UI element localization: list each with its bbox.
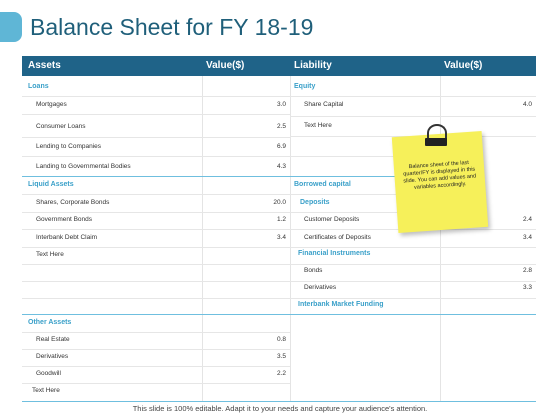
section-financial-instruments: Financial Instruments xyxy=(298,250,371,257)
table-header: Assets Value($) Liability Value($) xyxy=(22,56,536,76)
row-divider xyxy=(22,366,290,367)
column-divider xyxy=(290,76,291,402)
sticky-note: Balance sheet of the last quarter/FY is … xyxy=(391,124,495,236)
row-divider xyxy=(22,212,290,213)
section-divider xyxy=(22,314,536,315)
liability-name: Share Capital xyxy=(304,101,344,108)
section-deposits: Deposits xyxy=(300,199,330,206)
section-interbank-market-funding: Interbank Market Funding xyxy=(298,301,384,308)
row-divider xyxy=(290,116,536,117)
section-liquid-assets: Liquid Assets xyxy=(28,181,74,188)
row-divider xyxy=(290,212,420,213)
section-divider xyxy=(290,176,420,177)
asset-text-placeholder: Text Here xyxy=(32,387,60,394)
section-other-assets: Other Assets xyxy=(28,319,72,326)
asset-name: Mortgages xyxy=(36,101,67,108)
asset-value: 2.2 xyxy=(276,370,286,377)
row-divider xyxy=(22,247,290,248)
footer-caption: This slide is 100% editable. Adapt it to… xyxy=(132,404,428,413)
liability-value: 2.8 xyxy=(522,267,532,274)
liability-value: 4.0 xyxy=(522,101,532,108)
asset-value: 3.5 xyxy=(276,353,286,360)
liability-value: 3.4 xyxy=(522,234,532,241)
row-divider xyxy=(22,137,290,138)
column-divider xyxy=(202,76,203,402)
asset-name: Lending to Companies xyxy=(36,143,102,150)
liability-value: 3.3 xyxy=(522,284,532,291)
row-divider xyxy=(22,349,290,350)
asset-value: 1.2 xyxy=(276,216,286,223)
row-divider xyxy=(22,114,290,115)
asset-name: Interbank Debt Claim xyxy=(36,234,98,241)
row-divider xyxy=(290,96,536,97)
liability-name: Bonds xyxy=(304,267,323,274)
asset-name: Consumer Loans xyxy=(36,123,86,130)
binder-clip-icon xyxy=(427,124,447,142)
asset-name: Text Here xyxy=(36,251,64,258)
table-bottom-border xyxy=(22,401,536,402)
row-divider xyxy=(290,264,536,265)
liability-name: Customer Deposits xyxy=(304,216,360,223)
asset-value: 4.3 xyxy=(276,163,286,170)
row-divider xyxy=(290,298,536,299)
liability-name: Derivatives xyxy=(304,284,337,291)
section-divider xyxy=(22,176,290,177)
header-liability: Liability xyxy=(294,60,332,71)
row-divider xyxy=(22,194,290,195)
row-divider xyxy=(22,332,290,333)
row-divider xyxy=(22,383,290,384)
row-divider xyxy=(22,281,290,282)
asset-name: Shares, Corporate Bonds xyxy=(36,199,110,206)
header-assets: Assets xyxy=(28,60,61,71)
asset-name: Real Estate xyxy=(36,336,70,343)
asset-value: 2.5 xyxy=(276,123,286,130)
asset-name: Derivatives xyxy=(36,353,69,360)
row-divider xyxy=(22,96,290,97)
asset-name: Landing to Governmental Bodies xyxy=(36,163,131,170)
header-value-liability: Value($) xyxy=(444,60,483,71)
sticky-note-text: Balance sheet of the last quarter/FY is … xyxy=(403,159,477,191)
liability-value: 2.4 xyxy=(522,216,532,223)
asset-value: 3.0 xyxy=(276,101,286,108)
column-divider xyxy=(440,76,441,402)
sticky-note-paper: Balance sheet of the last quarter/FY is … xyxy=(391,130,489,234)
asset-name: Goodwill xyxy=(36,370,61,377)
asset-value: 0.8 xyxy=(276,336,286,343)
liability-name: Text Here xyxy=(304,122,332,129)
row-divider xyxy=(290,281,536,282)
row-divider xyxy=(22,156,290,157)
row-divider xyxy=(290,156,420,157)
asset-value: 6.9 xyxy=(276,143,286,150)
row-divider xyxy=(290,194,420,195)
asset-value: 20.0 xyxy=(273,199,286,206)
asset-value: 3.4 xyxy=(276,234,286,241)
section-borrowed-capital: Borrowed capital xyxy=(294,181,351,188)
balance-sheet-table: Assets Value($) Liability Value($) Loans… xyxy=(22,56,536,402)
row-divider xyxy=(22,229,290,230)
row-divider xyxy=(22,298,290,299)
header-value-assets: Value($) xyxy=(206,60,245,71)
page-title: Balance Sheet for FY 18-19 xyxy=(30,14,314,40)
section-equity: Equity xyxy=(294,83,316,90)
title-accent-bar xyxy=(0,12,22,42)
liability-name: Certificates of Deposits xyxy=(304,234,371,241)
asset-name: Government Bonds xyxy=(36,216,93,223)
row-divider xyxy=(22,264,290,265)
row-divider xyxy=(290,247,536,248)
binder-clip-body xyxy=(425,138,447,146)
section-loans: Loans xyxy=(28,83,49,90)
